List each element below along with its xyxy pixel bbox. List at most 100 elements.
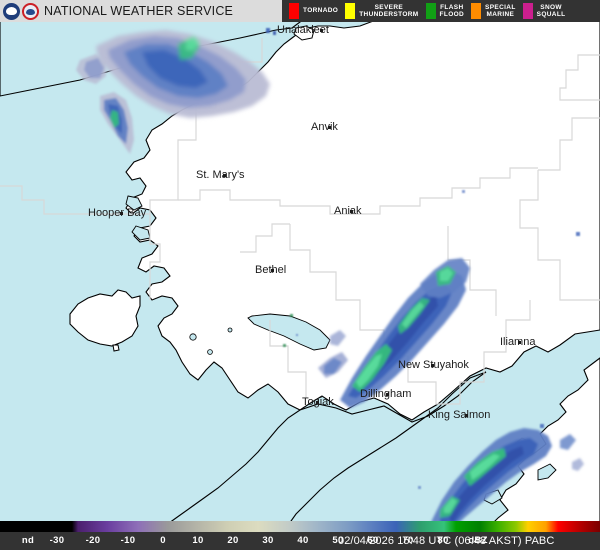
city-markers-group [120, 29, 521, 417]
scale-segment [498, 521, 516, 532]
city-marker [120, 212, 123, 215]
nws-header-bar: NATIONAL WEATHER SERVICE TORNADO SEVERE T… [0, 0, 600, 22]
scale-segment [516, 521, 528, 532]
scale-segment [108, 521, 138, 532]
city-label-anvik: Anvik [311, 121, 338, 133]
scale-segment [0, 521, 72, 532]
city-marker [320, 29, 323, 32]
scale-segment [258, 521, 288, 532]
observation-timestamp: 02/04/2026 15:48 UTC (06:48 AKST) PABC [338, 535, 555, 547]
city-label-bethel: Bethel [255, 264, 286, 276]
city-label-aniak: Aniak [334, 205, 362, 217]
scale-segment [456, 521, 480, 532]
peninsula-inlet-2 [537, 463, 557, 481]
nunivak-islet [112, 344, 120, 352]
scale-tick-20: 20 [227, 535, 239, 546]
city-label-dillingham: Dillingham [360, 388, 411, 400]
city-marker [316, 401, 319, 404]
city-marker [223, 174, 226, 177]
city-label-st-marys: St. Mary's [196, 169, 245, 181]
scale-tick-dBZ: dBZ [468, 535, 488, 546]
lake-small-3 [227, 327, 233, 333]
scale-segment [228, 521, 258, 532]
scale-tick-50: 50 [332, 535, 344, 546]
scale-segment [318, 521, 348, 532]
scale-segment [396, 521, 420, 532]
alert-label: SPECIAL MARINE [485, 3, 516, 19]
scale-segment [528, 521, 546, 532]
scale-segment [582, 521, 600, 532]
scale-tick-30: 30 [262, 535, 274, 546]
scale-tick-nd: nd [21, 535, 35, 546]
nws-brand[interactable]: NATIONAL WEATHER SERVICE [0, 0, 282, 22]
coast-inlet-2 [131, 225, 151, 241]
nws-logo-icon [22, 2, 39, 20]
scale-segment [558, 521, 582, 532]
alert-swatch [471, 3, 482, 19]
alert-legend-item-special-marine[interactable]: SPECIAL MARINE [471, 0, 516, 22]
scale-tick-70: 70 [402, 535, 414, 546]
scale-tick-40: 40 [297, 535, 309, 546]
norton-coast-notch [293, 25, 315, 41]
alert-label: FLASH FLOOD [439, 3, 465, 19]
echo-nw-tail [100, 92, 134, 154]
noaa-logo-icon [3, 2, 20, 20]
alert-legend-item-flash-flood[interactable]: FLASH FLOOD [425, 0, 465, 22]
echo-nushagak-band [318, 258, 470, 408]
lake-small-1 [189, 333, 197, 341]
alert-swatch [522, 3, 533, 19]
alert-legend-item-tornado[interactable]: TORNADO [289, 0, 338, 22]
coast-inlet-hooperbay [125, 195, 143, 211]
nunivak-island [69, 289, 141, 347]
scale-segment [348, 521, 372, 532]
city-marker [350, 210, 353, 213]
city-label-king-salmon: King Salmon [428, 409, 490, 421]
scale-segment [372, 521, 396, 532]
city-marker [465, 414, 468, 417]
scale-segment [72, 521, 78, 532]
scale-tick-80: 80 [437, 535, 449, 546]
scale-segment [138, 521, 168, 532]
scale-segment [78, 521, 108, 532]
scale-tick-neg20: -20 [85, 535, 101, 546]
echo-nw-west-lobe [76, 54, 106, 84]
alert-label: SNOW SQUALL [536, 3, 566, 19]
scale-segment [288, 521, 318, 532]
city-label-unalakleet: Unalakleet [277, 24, 329, 36]
dbz-color-scale[interactable] [0, 521, 600, 532]
city-marker [386, 393, 389, 396]
scale-tick-neg10: -10 [120, 535, 136, 546]
alert-label: SEVERE THUNDERSTORM [359, 3, 419, 19]
radar-footer: 02/04/2026 15:48 UTC (06:48 AKST) PABC n… [0, 521, 600, 550]
alert-label: TORNADO [303, 7, 339, 15]
scale-segment [198, 521, 228, 532]
scale-segment [546, 521, 558, 532]
bristol-bay [139, 371, 487, 550]
echo-scattered-pixels [266, 28, 580, 489]
scale-tick-neg30: -30 [49, 535, 65, 546]
agency-name-label: NATIONAL WEATHER SERVICE [44, 4, 234, 18]
city-marker [431, 364, 434, 367]
city-label-hooper-bay: Hooper Bay [88, 207, 147, 219]
city-marker [271, 269, 274, 272]
scale-segment [168, 521, 198, 532]
echo-norton-sound-snowband [96, 30, 270, 118]
scale-segment [480, 521, 498, 532]
scale-segment [444, 521, 456, 532]
dbz-scale-strip: 02/04/2026 15:48 UTC (06:48 AKST) PABC n… [0, 532, 600, 550]
scale-segment [420, 521, 444, 532]
scale-tick-60: 60 [367, 535, 379, 546]
lake-small-2 [207, 349, 213, 355]
scale-tick-10: 10 [192, 535, 204, 546]
alert-legend-item-snow-squall[interactable]: SNOW SQUALL [522, 0, 566, 22]
alert-swatch [425, 3, 436, 19]
city-marker [518, 341, 521, 344]
city-marker [328, 126, 331, 129]
alert-legend: TORNADO SEVERE THUNDERSTORM FLASH FLOOD SPE… [282, 0, 600, 22]
alert-swatch [345, 3, 356, 19]
alert-swatch [289, 3, 299, 19]
alert-legend-item-severe-thunderstorm[interactable]: SEVERE THUNDERSTORM [345, 0, 418, 22]
